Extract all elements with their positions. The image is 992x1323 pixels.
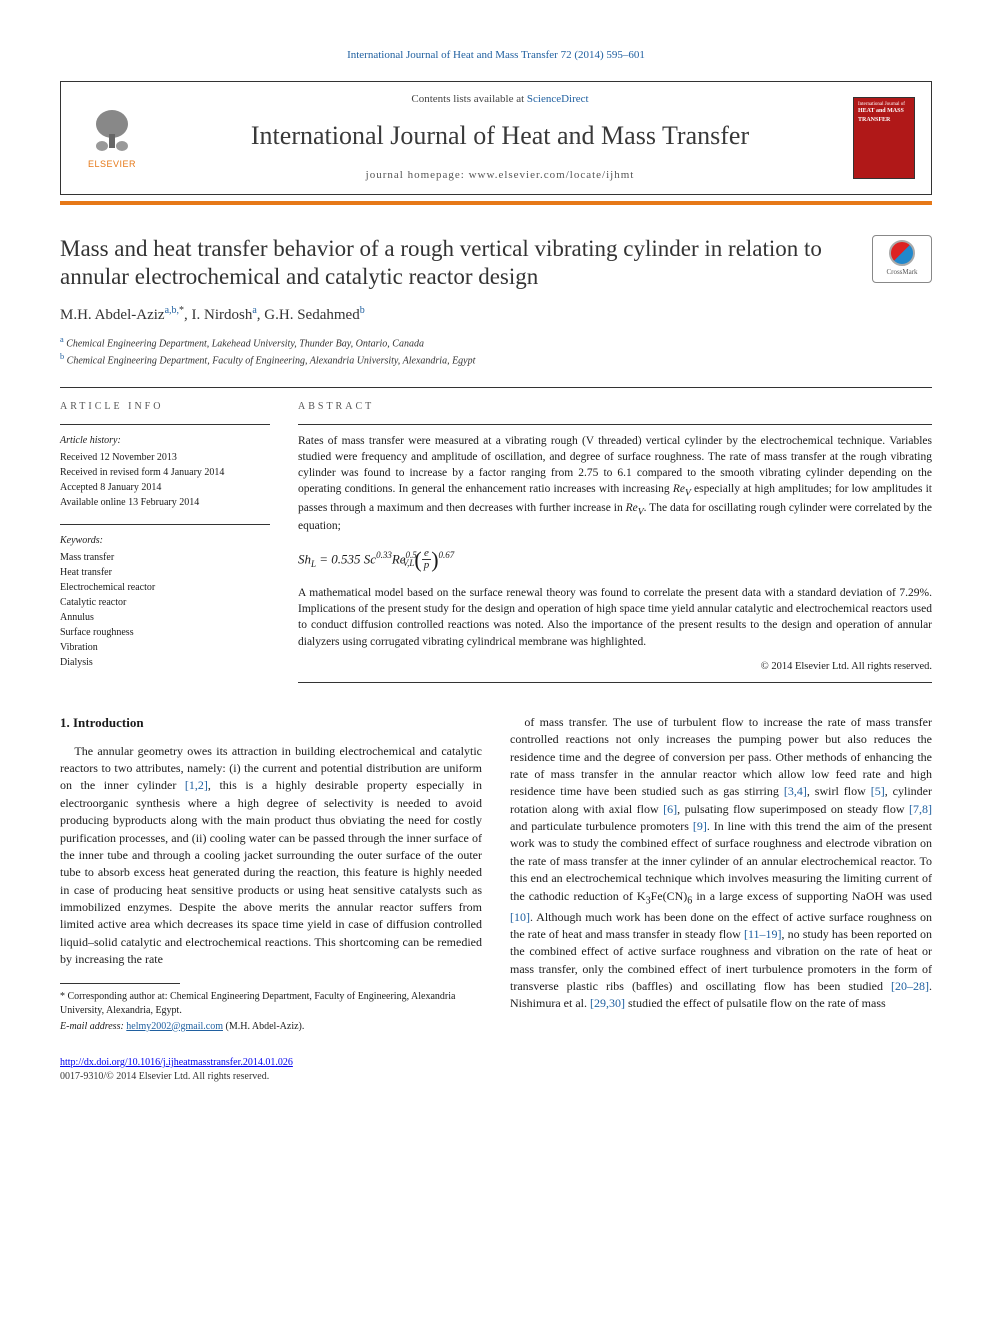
intro-paragraph-left: The annular geometry owes its attraction… [60, 743, 482, 969]
abstract-paragraph-1: Rates of mass transfer were measured at … [298, 433, 932, 535]
author-2: , I. Nirdosh [184, 307, 252, 323]
ref-link[interactable]: [3,4] [784, 784, 807, 798]
article-history-title: Article history: [60, 433, 270, 448]
affil-b-sup: b [60, 352, 64, 361]
history-revised: Received in revised form 4 January 2014 [60, 465, 270, 480]
journal-reference: International Journal of Heat and Mass T… [60, 48, 932, 63]
abstract-label: ABSTRACT [298, 400, 932, 414]
history-online: Available online 13 February 2014 [60, 495, 270, 510]
intro-paragraph-right: of mass transfer. The use of turbulent f… [510, 714, 932, 1013]
affiliation-a: Chemical Engineering Department, Lakehea… [66, 338, 424, 349]
keyword: Mass transfer [60, 550, 270, 565]
abstract-column: ABSTRACT Rates of mass transfer were mea… [298, 400, 932, 684]
correlation-equation: ShL = 0.535 Sc0.33Re0.5V,L(ep)0.67 [298, 545, 932, 576]
keyword: Dialysis [60, 655, 270, 670]
homepage-url: www.elsevier.com/locate/ijhmt [469, 169, 635, 181]
divider [60, 387, 932, 388]
page-footer: http://dx.doi.org/10.1016/j.ijheatmasstr… [60, 1056, 932, 1084]
article-info-label: ARTICLE INFO [60, 400, 270, 414]
cover-text-main: HEAT and MASS TRANSFER [858, 107, 910, 124]
body-two-columns: 1. Introduction The annular geometry owe… [60, 714, 932, 1036]
sciencedirect-link[interactable]: ScienceDirect [527, 93, 589, 105]
abstract-end-divider [298, 682, 932, 683]
article-info-column: ARTICLE INFO Article history: Received 1… [60, 400, 270, 684]
body-column-left: 1. Introduction The annular geometry owe… [60, 714, 482, 1036]
affiliation-b: Chemical Engineering Department, Faculty… [67, 356, 476, 367]
issn-copyright: 0017-9310/© 2014 Elsevier Ltd. All right… [60, 1070, 932, 1084]
ref-link[interactable]: [10] [510, 910, 530, 924]
ref-link[interactable]: [11–19] [744, 927, 782, 941]
crossmark-label: CrossMark [886, 268, 917, 278]
keyword: Catalytic reactor [60, 595, 270, 610]
elsevier-tree-icon [88, 106, 136, 154]
ref-link[interactable]: [29,30] [590, 996, 625, 1010]
crossmark-icon [889, 240, 915, 266]
abstract-paragraph-2: A mathematical model based on the surfac… [298, 585, 932, 649]
abstract-divider [298, 424, 932, 425]
ref-link[interactable]: [5] [871, 784, 885, 798]
history-received: Received 12 November 2013 [60, 450, 270, 465]
authors-line: M.H. Abdel-Aziza,b,*, I. Nirdosha, G.H. … [60, 304, 932, 326]
journal-homepage-line: journal homepage: www.elsevier.com/locat… [147, 168, 853, 183]
info-divider [60, 424, 270, 425]
footnote-separator [60, 983, 180, 984]
email-suffix: (M.H. Abdel-Aziz). [223, 1021, 304, 1032]
journal-title: International Journal of Heat and Mass T… [147, 118, 853, 154]
email-label: E-mail address: [60, 1021, 126, 1032]
abstract-copyright: © 2014 Elsevier Ltd. All rights reserved… [298, 660, 932, 675]
info-divider-2 [60, 524, 270, 525]
corr-email-link[interactable]: helmy2002@gmail.com [126, 1021, 223, 1032]
keyword: Surface roughness [60, 625, 270, 640]
keyword: Electrochemical reactor [60, 580, 270, 595]
contents-available-line: Contents lists available at ScienceDirec… [147, 92, 853, 107]
elsevier-logo: ELSEVIER [77, 98, 147, 178]
author-3: , G.H. Sedahmed [257, 307, 360, 323]
body-column-right: of mass transfer. The use of turbulent f… [510, 714, 932, 1036]
ref-link[interactable]: [9] [693, 819, 707, 833]
keyword: Annulus [60, 610, 270, 625]
doi-link[interactable]: http://dx.doi.org/10.1016/j.ijheatmasstr… [60, 1057, 293, 1068]
elsevier-label: ELSEVIER [88, 158, 136, 171]
corr-text: Corresponding author at: Chemical Engine… [60, 991, 455, 1016]
keywords-title: Keywords: [60, 533, 270, 548]
contents-prefix: Contents lists available at [411, 93, 526, 105]
ref-link[interactable]: [1,2] [185, 778, 208, 792]
homepage-prefix: journal homepage: [366, 169, 469, 181]
corresponding-author-footnote: * Corresponding author at: Chemical Engi… [60, 990, 482, 1034]
keyword: Heat transfer [60, 565, 270, 580]
author-3-affil: b [360, 305, 365, 316]
history-accepted: Accepted 8 January 2014 [60, 480, 270, 495]
journal-header-box: ELSEVIER Contents lists available at Sci… [60, 81, 932, 194]
affiliations: a Chemical Engineering Department, Lakeh… [60, 334, 932, 369]
article-title: Mass and heat transfer behavior of a rou… [60, 235, 856, 293]
ref-link[interactable]: [7,8] [909, 802, 932, 816]
ref-link[interactable]: [6] [663, 802, 677, 816]
crossmark-badge[interactable]: CrossMark [872, 235, 932, 283]
journal-cover-thumbnail: International Journal of HEAT and MASS T… [853, 97, 915, 179]
orange-divider-bar [60, 201, 932, 205]
keywords-list: Mass transfer Heat transfer Electrochemi… [60, 550, 270, 670]
ref-link[interactable]: [20–28] [891, 979, 929, 993]
keyword: Vibration [60, 640, 270, 655]
affil-a-sup: a [60, 335, 64, 344]
author-1-affil: a,b, [165, 305, 179, 316]
section-1-heading: 1. Introduction [60, 714, 482, 733]
author-1: M.H. Abdel-Aziz [60, 307, 165, 323]
